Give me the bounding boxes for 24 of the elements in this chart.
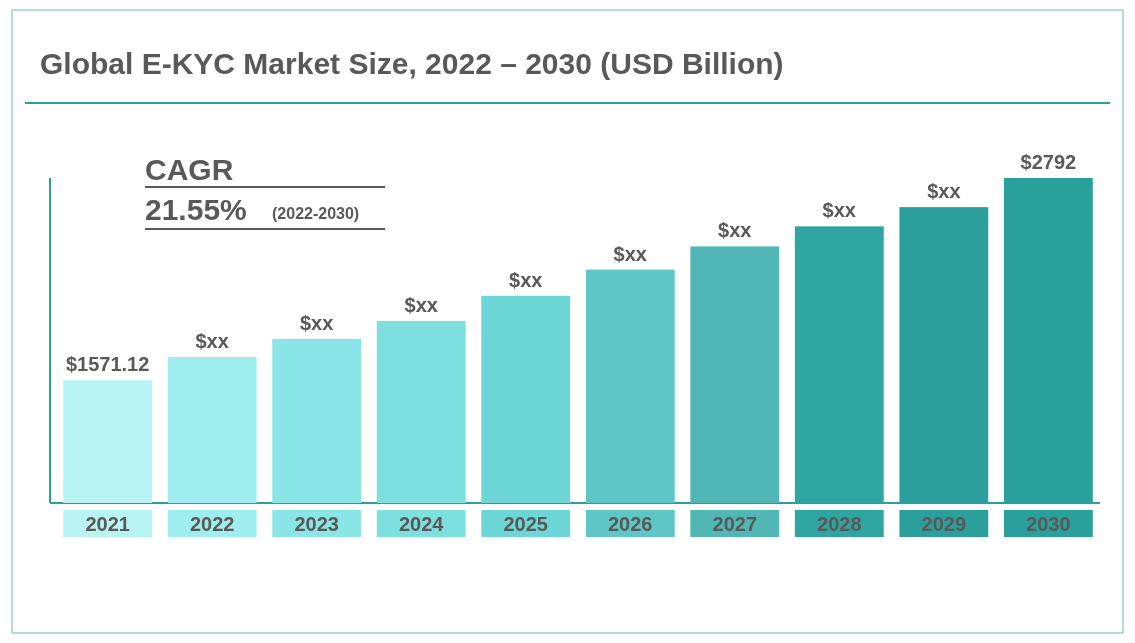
data-label: $xx [613, 242, 647, 265]
data-label: $2792 [1020, 151, 1077, 173]
x-tick-label: 2025 [503, 513, 548, 535]
data-label: $xx [927, 180, 961, 203]
data-label: $xx [718, 219, 752, 242]
x-tick-label: 2022 [189, 513, 235, 535]
chart-title: Global E-KYC Market Size, 2022 – 2030 (USD Billion) [40, 47, 784, 80]
x-tick-label: 2024 [398, 513, 445, 535]
x-tick-label: 2029 [921, 513, 967, 535]
x-tick-label: 2021 [85, 513, 130, 535]
data-label: $xx [509, 268, 543, 291]
x-tick-label: 2027 [712, 513, 758, 535]
x-tick-label: 2026 [608, 513, 653, 535]
x-tick-label: 2028 [817, 513, 862, 535]
data-label: $xx [404, 293, 438, 316]
annotation: CAGR [145, 153, 234, 186]
data-label: $xx [195, 330, 229, 353]
data-label: $xx [300, 312, 334, 335]
data-label: $xx [822, 199, 856, 222]
annotation: 21.55% [145, 193, 247, 226]
x-tick-label: 2030 [1026, 513, 1071, 535]
x-tick-label: 2023 [294, 513, 339, 535]
annotation: (2022-2030) [272, 205, 360, 222]
data-label: $1571.12 [65, 353, 150, 376]
